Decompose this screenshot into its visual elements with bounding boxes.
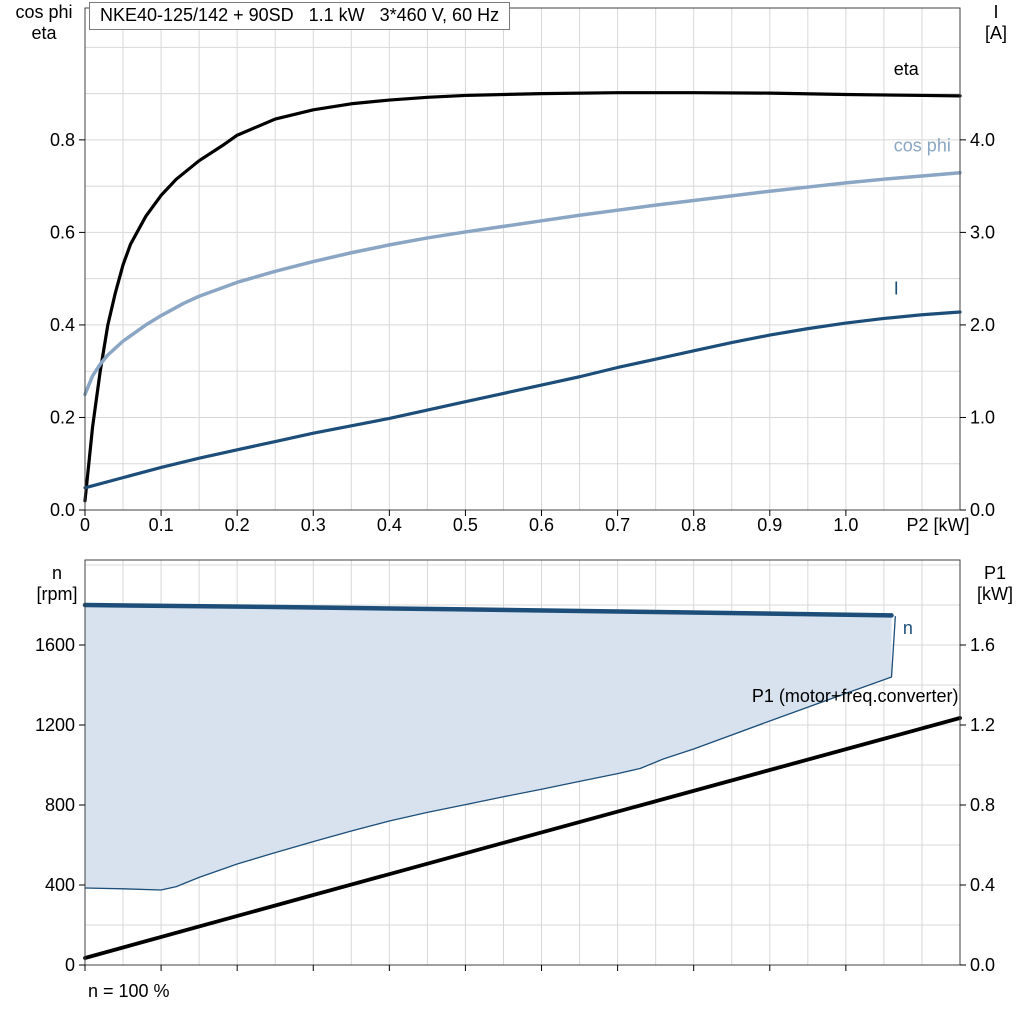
- axis-title-cosphi-eta: cos phi eta: [15, 2, 73, 43]
- top-chart-eta-cosphi-current: 0.0 0.2 0.4 0.6 0.8 0.0 1.0 2.0 3.0 4.0 0 0.1 0.2 0.3…: [50, 7, 995, 535]
- svg-text:0.2: 0.2: [50, 407, 75, 427]
- svg-text:0.1: 0.1: [149, 515, 174, 535]
- svg-text:0.4: 0.4: [377, 515, 402, 535]
- svg-text:2.0: 2.0: [970, 315, 995, 335]
- svg-text:n: n: [903, 618, 913, 638]
- svg-text:0.0: 0.0: [970, 500, 995, 520]
- axis-title-current: I [A]: [984, 2, 1007, 43]
- svg-text:0.7: 0.7: [605, 515, 630, 535]
- svg-text:0.6: 0.6: [529, 515, 554, 535]
- axis-title-p1: P1 [kW]: [977, 563, 1013, 604]
- svg-text:0.9: 0.9: [757, 515, 782, 535]
- svg-text:1600: 1600: [35, 635, 75, 655]
- svg-text:0: 0: [80, 515, 90, 535]
- svg-text:0.2: 0.2: [225, 515, 250, 535]
- svg-text:4.0: 4.0: [970, 130, 995, 150]
- svg-text:0.0: 0.0: [50, 500, 75, 520]
- svg-text:eta: eta: [894, 59, 920, 79]
- svg-text:1.0: 1.0: [970, 407, 995, 427]
- svg-text:0.8: 0.8: [970, 795, 995, 815]
- axis-title-speed: n [rpm]: [36, 563, 78, 604]
- svg-text:0.3: 0.3: [301, 515, 326, 535]
- svg-text:1.0: 1.0: [833, 515, 858, 535]
- svg-text:800: 800: [45, 795, 75, 815]
- svg-text:400: 400: [45, 875, 75, 895]
- speed-100-percent-note: n = 100 %: [88, 981, 170, 1001]
- svg-text:P2 [kW]: P2 [kW]: [906, 515, 969, 535]
- svg-text:0.8: 0.8: [50, 130, 75, 150]
- svg-text:0.8: 0.8: [681, 515, 706, 535]
- svg-text:cos phi: cos phi: [894, 135, 951, 155]
- svg-text:0.5: 0.5: [453, 515, 478, 535]
- svg-text:3.0: 3.0: [970, 222, 995, 242]
- svg-text:1.2: 1.2: [970, 715, 995, 735]
- svg-text:0: 0: [65, 955, 75, 975]
- svg-text:1.6: 1.6: [970, 635, 995, 655]
- svg-text:0.4: 0.4: [970, 875, 995, 895]
- svg-text:I: I: [894, 278, 899, 298]
- svg-text:0.6: 0.6: [50, 222, 75, 242]
- svg-text:0.0: 0.0: [970, 955, 995, 975]
- chart-title: NKE40-125/142 + 90SD 1.1 kW 3*460 V, 60 …: [89, 2, 511, 30]
- svg-text:1200: 1200: [35, 715, 75, 735]
- svg-text:0.4: 0.4: [50, 315, 75, 335]
- bottom-chart-speed-power: 0 400 800 1200 1600 0.0 0.4 0.8 1.2 1.6 n P1 (motor…: [35, 559, 995, 975]
- svg-text:P1 (motor+freq.converter): P1 (motor+freq.converter): [752, 686, 959, 706]
